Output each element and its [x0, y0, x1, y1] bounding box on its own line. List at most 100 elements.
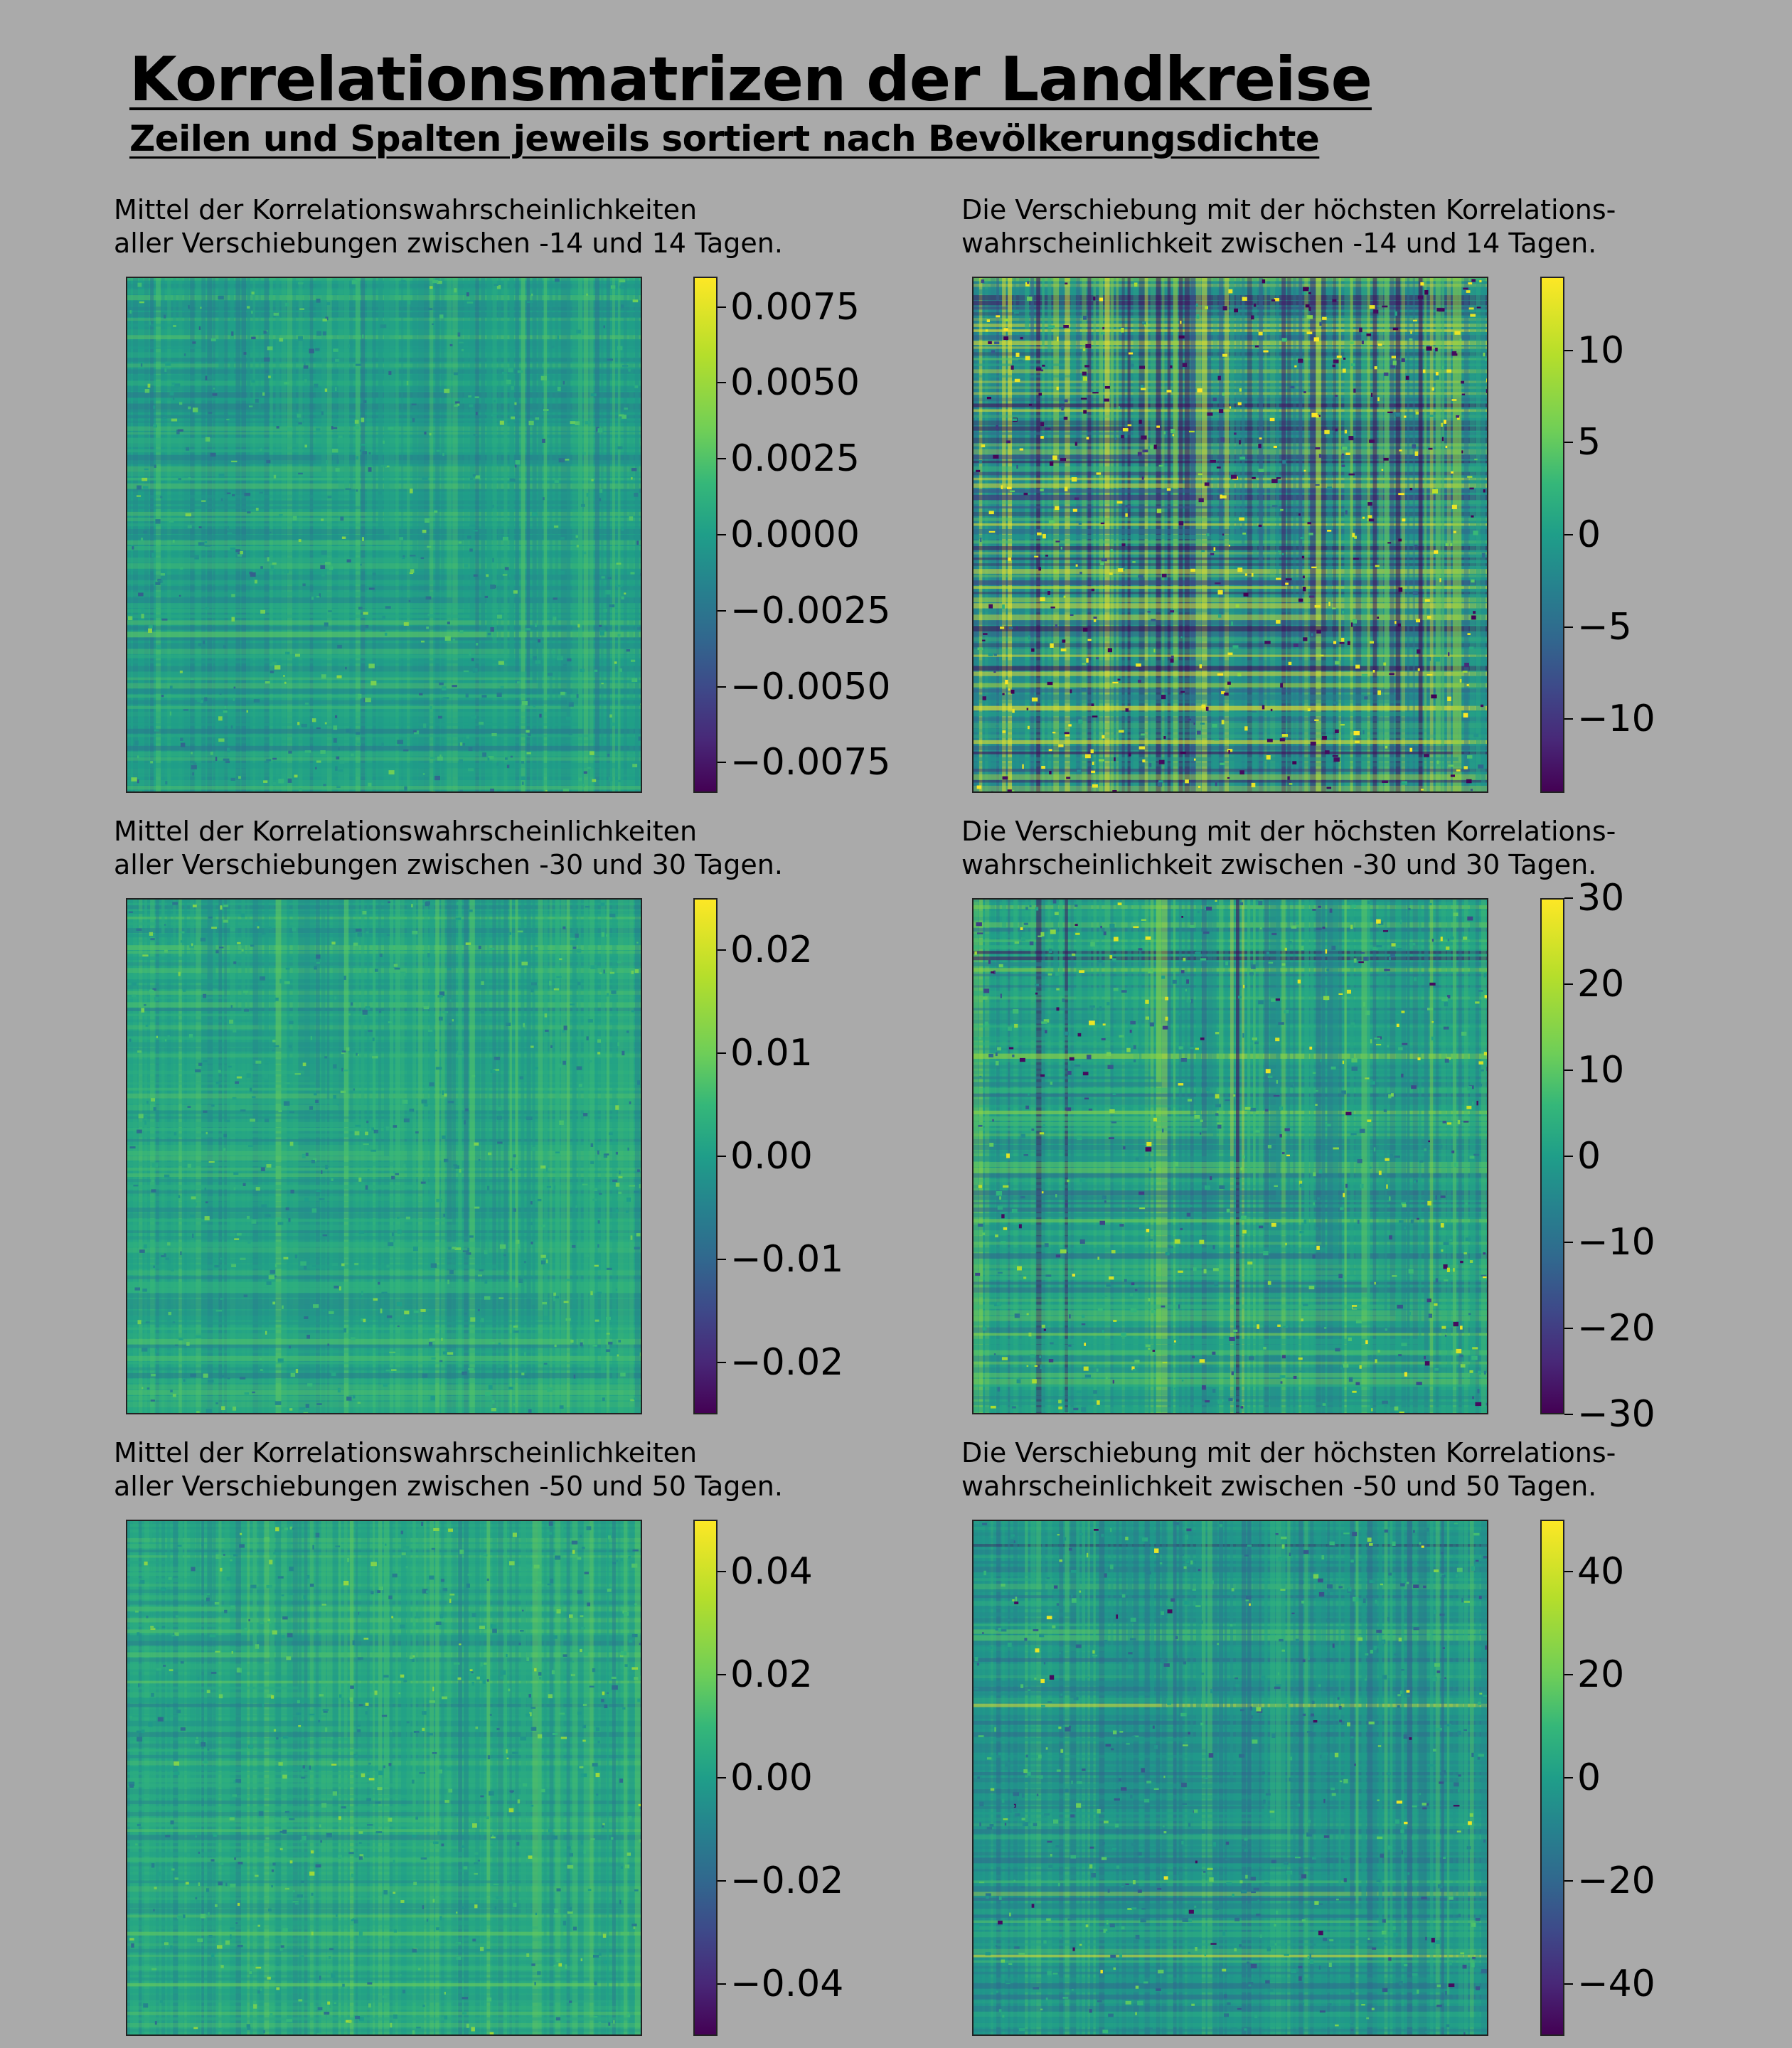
- heatmap-column-band: [378, 900, 382, 1413]
- heatmap-cell: [1055, 506, 1060, 511]
- heatmap-cell: [1277, 1324, 1281, 1327]
- heatmap-cell: [506, 1271, 509, 1274]
- heatmap-cell: [1458, 1914, 1461, 1918]
- heatmap-cell: [224, 705, 227, 709]
- heatmap-cell: [1213, 547, 1216, 551]
- heatmap-cell: [262, 1074, 269, 1079]
- heatmap-cell: [550, 1045, 553, 1048]
- heatmap-cell: [345, 666, 347, 670]
- heatmap-cell: [1473, 1153, 1480, 1156]
- heatmap-cell: [1425, 1803, 1429, 1806]
- heatmap-cell: [1060, 458, 1067, 462]
- heatmap-cell: [1409, 942, 1416, 946]
- heatmap-column-band: [1156, 278, 1161, 791]
- heatmap-cell: [337, 1104, 340, 1106]
- heatmap-cell: [1064, 1031, 1069, 1035]
- heatmap-cell: [512, 1751, 518, 1754]
- colorbar-tick-label: 0.04: [730, 1550, 813, 1593]
- heatmap-cell: [1215, 1094, 1220, 1099]
- heatmap-cell: [439, 314, 444, 319]
- heatmap-cell: [1332, 607, 1336, 609]
- heatmap-cell: [233, 1187, 236, 1190]
- heatmap-column-band: [606, 278, 610, 791]
- heatmap-column-band: [560, 278, 567, 791]
- heatmap-cell: [1387, 411, 1393, 414]
- heatmap-cell: [1167, 1609, 1173, 1614]
- heatmap-cell: [1355, 664, 1360, 669]
- heatmap-cell: [609, 604, 615, 608]
- heatmap-cell: [1346, 989, 1351, 994]
- heatmap-cell: [411, 904, 413, 907]
- heatmap-cell: [624, 1664, 628, 1667]
- heatmap-cell: [1183, 1566, 1187, 1569]
- heatmap-cell: [357, 932, 363, 937]
- heatmap-cell: [1237, 1914, 1239, 1916]
- heatmap-cell: [554, 1909, 559, 1913]
- heatmap-cell: [607, 993, 609, 997]
- colorbar-tick: [718, 1052, 726, 1054]
- heatmap-cell: [311, 1892, 314, 1896]
- heatmap-cell: [472, 1823, 477, 1828]
- heatmap-cell: [1305, 304, 1310, 308]
- heatmap-cell: [1192, 1355, 1195, 1359]
- heatmap-cell: [447, 1279, 449, 1284]
- heatmap-column-band: [447, 900, 452, 1413]
- heatmap-row-band: [127, 1168, 641, 1171]
- heatmap-cell: [634, 1603, 637, 1606]
- heatmap-cell: [156, 1668, 162, 1671]
- heatmap-row-band: [127, 1378, 641, 1384]
- heatmap-cell: [1011, 1406, 1016, 1409]
- heatmap-cell: [1097, 960, 1103, 964]
- heatmap-cell: [1065, 1788, 1069, 1793]
- heatmap-cell: [1426, 1144, 1429, 1148]
- heatmap-cell: [198, 1851, 201, 1854]
- heatmap-cell: [1088, 1108, 1093, 1111]
- heatmap-cell: [1398, 538, 1402, 542]
- heatmap-cell: [1237, 567, 1243, 572]
- heatmap-cell: [551, 650, 556, 654]
- heatmap-cell: [1070, 1855, 1077, 1859]
- heatmap-cell: [620, 1651, 627, 1655]
- heatmap-cell: [183, 988, 186, 992]
- heatmap-cell: [1158, 1969, 1164, 1974]
- heatmap-cell: [1227, 2002, 1231, 2005]
- heatmap-cell: [1002, 730, 1006, 733]
- heatmap-cell: [279, 1847, 283, 1850]
- heatmap-cell: [305, 1152, 309, 1156]
- heatmap-cell: [155, 1349, 157, 1353]
- heatmap-cell: [457, 332, 461, 337]
- heatmap-cell: [481, 695, 487, 698]
- heatmap-column-band: [1298, 900, 1302, 1413]
- heatmap-cell: [1080, 398, 1087, 400]
- heatmap-cell: [983, 988, 990, 993]
- heatmap-cell: [1369, 1166, 1372, 1169]
- heatmap-cell: [1026, 1365, 1029, 1367]
- heatmap-column-band: [1030, 278, 1034, 791]
- heatmap-cell: [1188, 1951, 1191, 1954]
- heatmap-row-band: [974, 1812, 1487, 1815]
- heatmap-cell: [1180, 970, 1185, 974]
- heatmap-row-band: [974, 620, 1487, 625]
- heatmap-cell: [1326, 969, 1330, 971]
- heatmap-cell: [444, 1991, 447, 1995]
- heatmap-cell: [485, 1392, 491, 1396]
- heatmap-cell: [630, 572, 635, 575]
- heatmap-cell: [1100, 561, 1104, 565]
- heatmap-cell: [1005, 1762, 1010, 1767]
- heatmap-cell: [1301, 1600, 1305, 1604]
- heatmap-cell: [1450, 543, 1453, 547]
- heatmap-cell: [1374, 1038, 1381, 1040]
- heatmap-cell: [1175, 1655, 1178, 1658]
- heatmap-cell: [471, 1682, 475, 1686]
- heatmap-cell: [1416, 619, 1421, 623]
- heatmap-cell: [130, 1966, 133, 1970]
- heatmap-cell: [1207, 356, 1211, 361]
- heatmap-cell: [1343, 1855, 1348, 1860]
- heatmap-row-band: [974, 466, 1487, 472]
- heatmap-column-band: [549, 278, 553, 791]
- heatmap-cell: [247, 2026, 251, 2030]
- heatmap-row-band: [974, 1840, 1487, 1845]
- heatmap-cell: [1004, 1980, 1011, 1984]
- heatmap-cell: [584, 1254, 590, 1257]
- heatmap-cell: [1161, 975, 1166, 979]
